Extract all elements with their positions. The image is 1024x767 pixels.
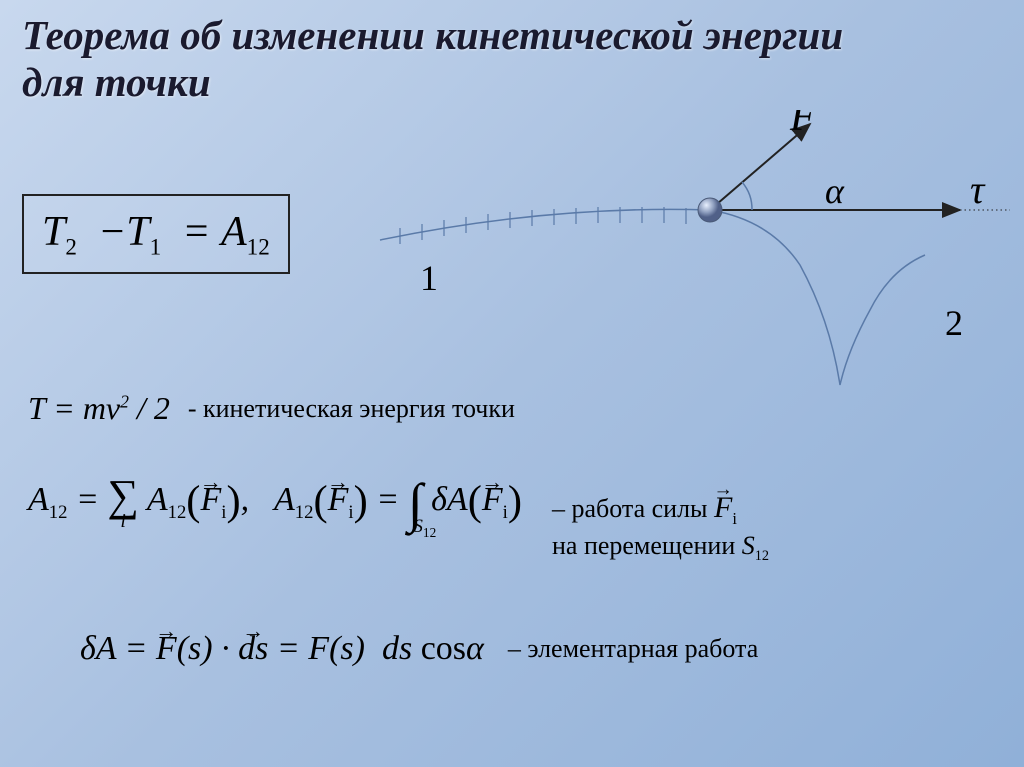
elementary-work-row: δA = F(s) · ds = F(s) ds cosα – элемента… bbox=[80, 630, 758, 668]
point-2-label: 2 bbox=[945, 303, 963, 343]
main-formula-box: T2 −T1 = A12 bbox=[22, 194, 290, 274]
title-line1: Теорема об изменении кинетической энерги… bbox=[22, 12, 843, 58]
particle-icon bbox=[698, 198, 722, 222]
elem-ds: ds bbox=[382, 630, 412, 667]
elem-s1: s bbox=[188, 630, 201, 667]
sigma-icon: ∑i bbox=[107, 470, 139, 521]
work-note: – работа силы Fi на перемещении S12 bbox=[552, 470, 769, 566]
a-var: A bbox=[221, 209, 247, 255]
main-formula: T2 −T1 = A12 bbox=[42, 209, 270, 255]
elementary-note: – элементарная работа bbox=[508, 634, 758, 664]
curve-to-2 bbox=[710, 210, 925, 385]
work-A3-sub: 12 bbox=[295, 502, 314, 523]
work-Fi-2: F bbox=[328, 481, 349, 519]
angle-arc bbox=[742, 182, 752, 210]
elementary-work-eq: δA = F(s) · ds = F(s) ds cosα bbox=[80, 630, 484, 668]
work-note1: – работа силы bbox=[552, 494, 708, 523]
work-S: S bbox=[742, 531, 755, 560]
title-line2: для точки bbox=[22, 59, 211, 105]
elem-s2: s bbox=[340, 630, 353, 667]
a-sub: 12 bbox=[247, 233, 270, 259]
trajectory-curve bbox=[380, 209, 710, 240]
work-A1: A bbox=[28, 481, 49, 518]
work-Fi-3: F bbox=[482, 481, 503, 519]
elem-alpha: α bbox=[466, 630, 484, 667]
work-A2-sub: 12 bbox=[168, 502, 187, 523]
int-S-sub: 12 bbox=[423, 525, 436, 540]
angle-label: α bbox=[825, 171, 845, 211]
ke-exp: 2 bbox=[120, 391, 129, 411]
work-note2: на перемещении bbox=[552, 531, 735, 560]
elem-ds-s: s bbox=[255, 630, 268, 667]
work-delta: δA bbox=[431, 481, 468, 518]
elem-F2: F bbox=[308, 630, 329, 667]
ke-div: / 2 bbox=[137, 390, 170, 426]
t1-var: T bbox=[126, 209, 149, 255]
elem-cos: cos bbox=[421, 630, 466, 667]
work-row: A12 = ∑i A12(Fi), A12(Fi) = ∫S12 δA(Fi) … bbox=[28, 470, 769, 566]
work-A2: A bbox=[147, 481, 168, 518]
force-arrow-char: → bbox=[788, 110, 808, 113]
force-label: F bbox=[789, 110, 816, 140]
t2-sub: 2 bbox=[65, 233, 77, 259]
elem-ds-vec: ds bbox=[238, 630, 268, 668]
ke-v: v bbox=[106, 390, 120, 426]
integral-icon: ∫S12 bbox=[408, 472, 423, 534]
work-A1-sub: 12 bbox=[49, 502, 68, 523]
work-S-sub: 12 bbox=[755, 549, 769, 565]
slide-title: Теорема об изменении кинетической энерги… bbox=[22, 12, 843, 106]
t1-sub: 1 bbox=[150, 233, 162, 259]
t2-var: T bbox=[42, 209, 65, 255]
sigma-i: i bbox=[120, 510, 126, 533]
trajectory-ticks bbox=[400, 207, 686, 244]
trajectory-diagram: F → α τ 1 2 bbox=[370, 110, 1010, 390]
int-S: S bbox=[413, 516, 423, 537]
work-Fi-label-sub: i bbox=[732, 509, 737, 528]
work-sum-eq: A12 = ∑i A12(Fi), A12(Fi) = ∫S12 δA(Fi) bbox=[28, 470, 522, 534]
tau-label: τ bbox=[970, 167, 986, 212]
work-Fi-label: F bbox=[714, 488, 732, 527]
kinetic-energy-eq: T = mv2 / 2 bbox=[28, 390, 170, 427]
elem-dA: δA bbox=[80, 630, 116, 667]
work-A3: A bbox=[274, 481, 295, 518]
kinetic-energy-row: T = mv2 / 2 - кинетическая энергия точки bbox=[28, 390, 515, 427]
point-1-label: 1 bbox=[420, 258, 438, 298]
elem-F: F bbox=[156, 630, 177, 668]
ke-m: m bbox=[83, 390, 106, 426]
kinetic-note: - кинетическая энергия точки bbox=[188, 394, 515, 424]
work-Fi-1: F bbox=[200, 481, 221, 519]
ke-T: T bbox=[28, 390, 45, 426]
